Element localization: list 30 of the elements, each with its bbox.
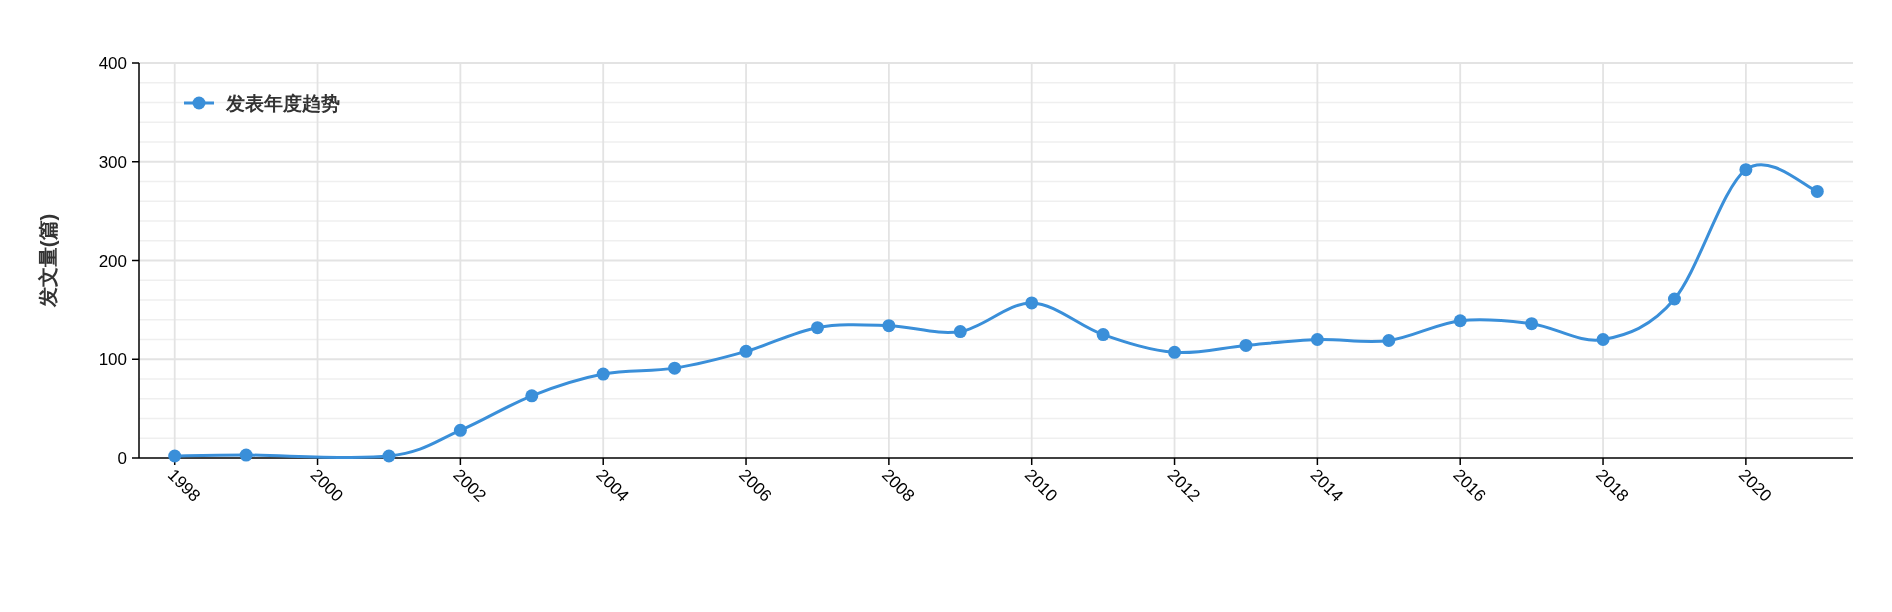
point <box>239 448 253 462</box>
point <box>1596 333 1610 346</box>
point <box>1168 345 1182 359</box>
point <box>596 367 610 381</box>
legend-label: 发表年度趋势 <box>225 93 340 114</box>
point <box>1382 333 1396 347</box>
point <box>1810 184 1824 198</box>
point <box>1453 314 1467 328</box>
y-tick-label: 100 <box>98 350 127 370</box>
point <box>168 449 182 463</box>
y-tick-label: 0 <box>117 449 127 468</box>
point <box>739 344 753 358</box>
point <box>882 319 896 333</box>
point <box>1310 333 1324 346</box>
point <box>453 423 467 437</box>
y-tick-label: 400 <box>98 54 127 73</box>
y-axis-title: 发文量(篇) <box>37 213 59 309</box>
point <box>1667 292 1681 306</box>
point <box>525 389 539 403</box>
y-tick-label: 200 <box>98 251 127 271</box>
y-tick-label: 300 <box>98 152 127 172</box>
point <box>1239 338 1253 352</box>
point <box>953 325 967 339</box>
point <box>668 361 682 375</box>
point <box>1739 163 1753 177</box>
point <box>382 449 396 463</box>
point <box>1525 317 1539 331</box>
point <box>1025 296 1039 310</box>
point <box>1096 328 1110 342</box>
point <box>810 321 824 335</box>
